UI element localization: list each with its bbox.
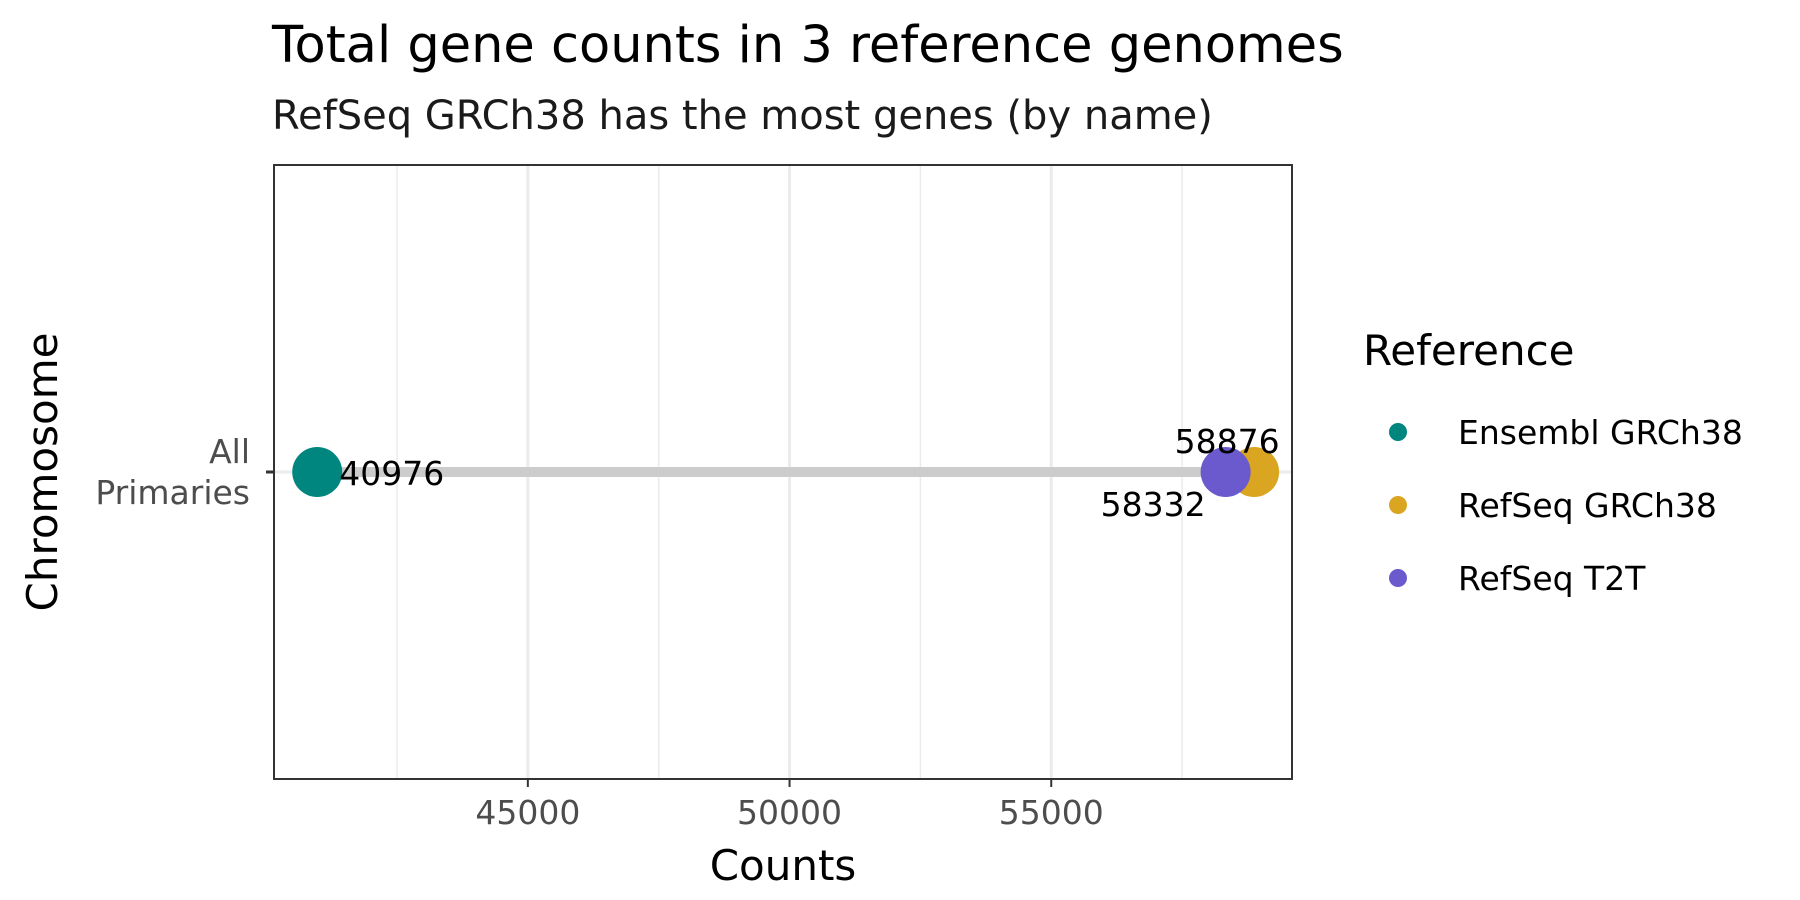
data-label: 58332	[1101, 485, 1206, 524]
data-points	[292, 447, 1280, 497]
legend-key	[1389, 423, 1407, 441]
x-axis: 45000 50000 55000	[475, 779, 1104, 832]
y-tick-label: All Primaries	[95, 432, 250, 512]
chart-subtitle: RefSeq GRCh38 has the most genes (by nam…	[272, 93, 1213, 139]
x-tick-label: 55000	[999, 793, 1104, 832]
data-labels: 40976 58876 58332	[339, 422, 1279, 524]
legend-label: RefSeq T2T	[1458, 559, 1646, 598]
point-refseq-t2t	[1200, 447, 1251, 497]
point-ensembl-grch38	[292, 447, 343, 497]
legend-key	[1389, 569, 1407, 587]
legend-label: Ensembl GRCh38	[1458, 413, 1743, 452]
legend-key	[1389, 496, 1407, 514]
data-label: 58876	[1175, 422, 1280, 461]
data-label: 40976	[339, 454, 444, 493]
x-tick-label: 50000	[737, 793, 842, 832]
y-axis-label: Chromosome	[18, 333, 67, 612]
legend-title: Reference	[1363, 326, 1575, 375]
legend: Reference Ensembl GRCh38 RefSeq GRCh38 Ref…	[1363, 326, 1743, 598]
legend-items: Ensembl GRCh38 RefSeq GRCh38 RefSeq T2T	[1389, 413, 1743, 598]
y-axis: All Primaries	[95, 432, 274, 512]
legend-label: RefSeq GRCh38	[1458, 486, 1717, 525]
x-tick-label: 45000	[475, 793, 580, 832]
x-axis-label: Counts	[710, 841, 857, 890]
chart-title: Total gene counts in 3 reference genomes	[271, 16, 1344, 75]
